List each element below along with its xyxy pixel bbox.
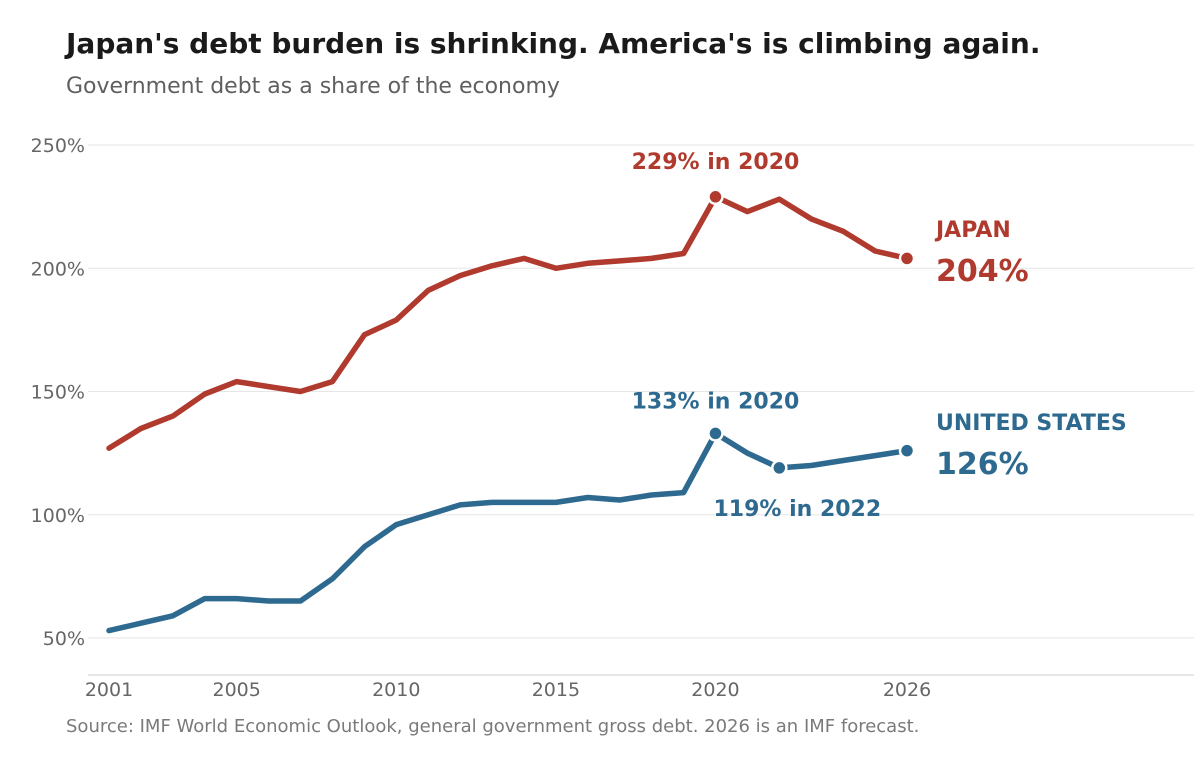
gridlines bbox=[88, 144, 1194, 639]
y-tick-label: 250% bbox=[31, 135, 85, 157]
series-marker-us bbox=[771, 459, 788, 477]
x-tick-label: 2026 bbox=[883, 679, 931, 701]
y-tick-label: 200% bbox=[31, 258, 85, 280]
x-tick-label: 2020 bbox=[691, 679, 739, 701]
x-tick-label: 2005 bbox=[213, 679, 261, 701]
series-label-us: UNITED STATES bbox=[936, 411, 1127, 436]
y-tick-label: 50% bbox=[43, 628, 85, 650]
series-line-us bbox=[106, 430, 910, 634]
point-annotation: 133% in 2020 bbox=[632, 389, 800, 414]
series-marker-japan bbox=[707, 188, 724, 206]
series-marker-japan bbox=[898, 250, 916, 267]
chart-subtitle: Government debt as a share of the econom… bbox=[66, 74, 560, 99]
series-end-value-japan: 204% bbox=[936, 254, 1029, 289]
series-line-japan bbox=[106, 194, 910, 451]
chart-title: Japan's debt burden is shrinking. Americ… bbox=[66, 27, 1041, 60]
y-tick-label: 150% bbox=[31, 382, 85, 404]
series-end-value-us: 126% bbox=[936, 447, 1029, 482]
axes: 50% 100% 150% 200% 250% 2001 2005 2010 2015 2020 2… bbox=[31, 135, 1194, 701]
point-annotation: 119% in 2022 bbox=[713, 497, 881, 522]
series-marker-us bbox=[707, 425, 724, 442]
source-note: Source: IMF World Economic Outlook, gene… bbox=[66, 716, 920, 737]
series-label-japan: JAPAN bbox=[934, 218, 1011, 243]
point-annotation: 229% in 2020 bbox=[632, 150, 800, 175]
series-marker-us bbox=[898, 442, 916, 459]
y-tick-label: 100% bbox=[31, 505, 85, 527]
x-tick-label: 2015 bbox=[532, 679, 580, 701]
x-tick-label: 2001 bbox=[85, 679, 133, 701]
x-tick-label: 2010 bbox=[372, 679, 420, 701]
annotations: 229% in 2020 JAPAN 204% 133% in 2020 119% in… bbox=[632, 150, 1127, 522]
